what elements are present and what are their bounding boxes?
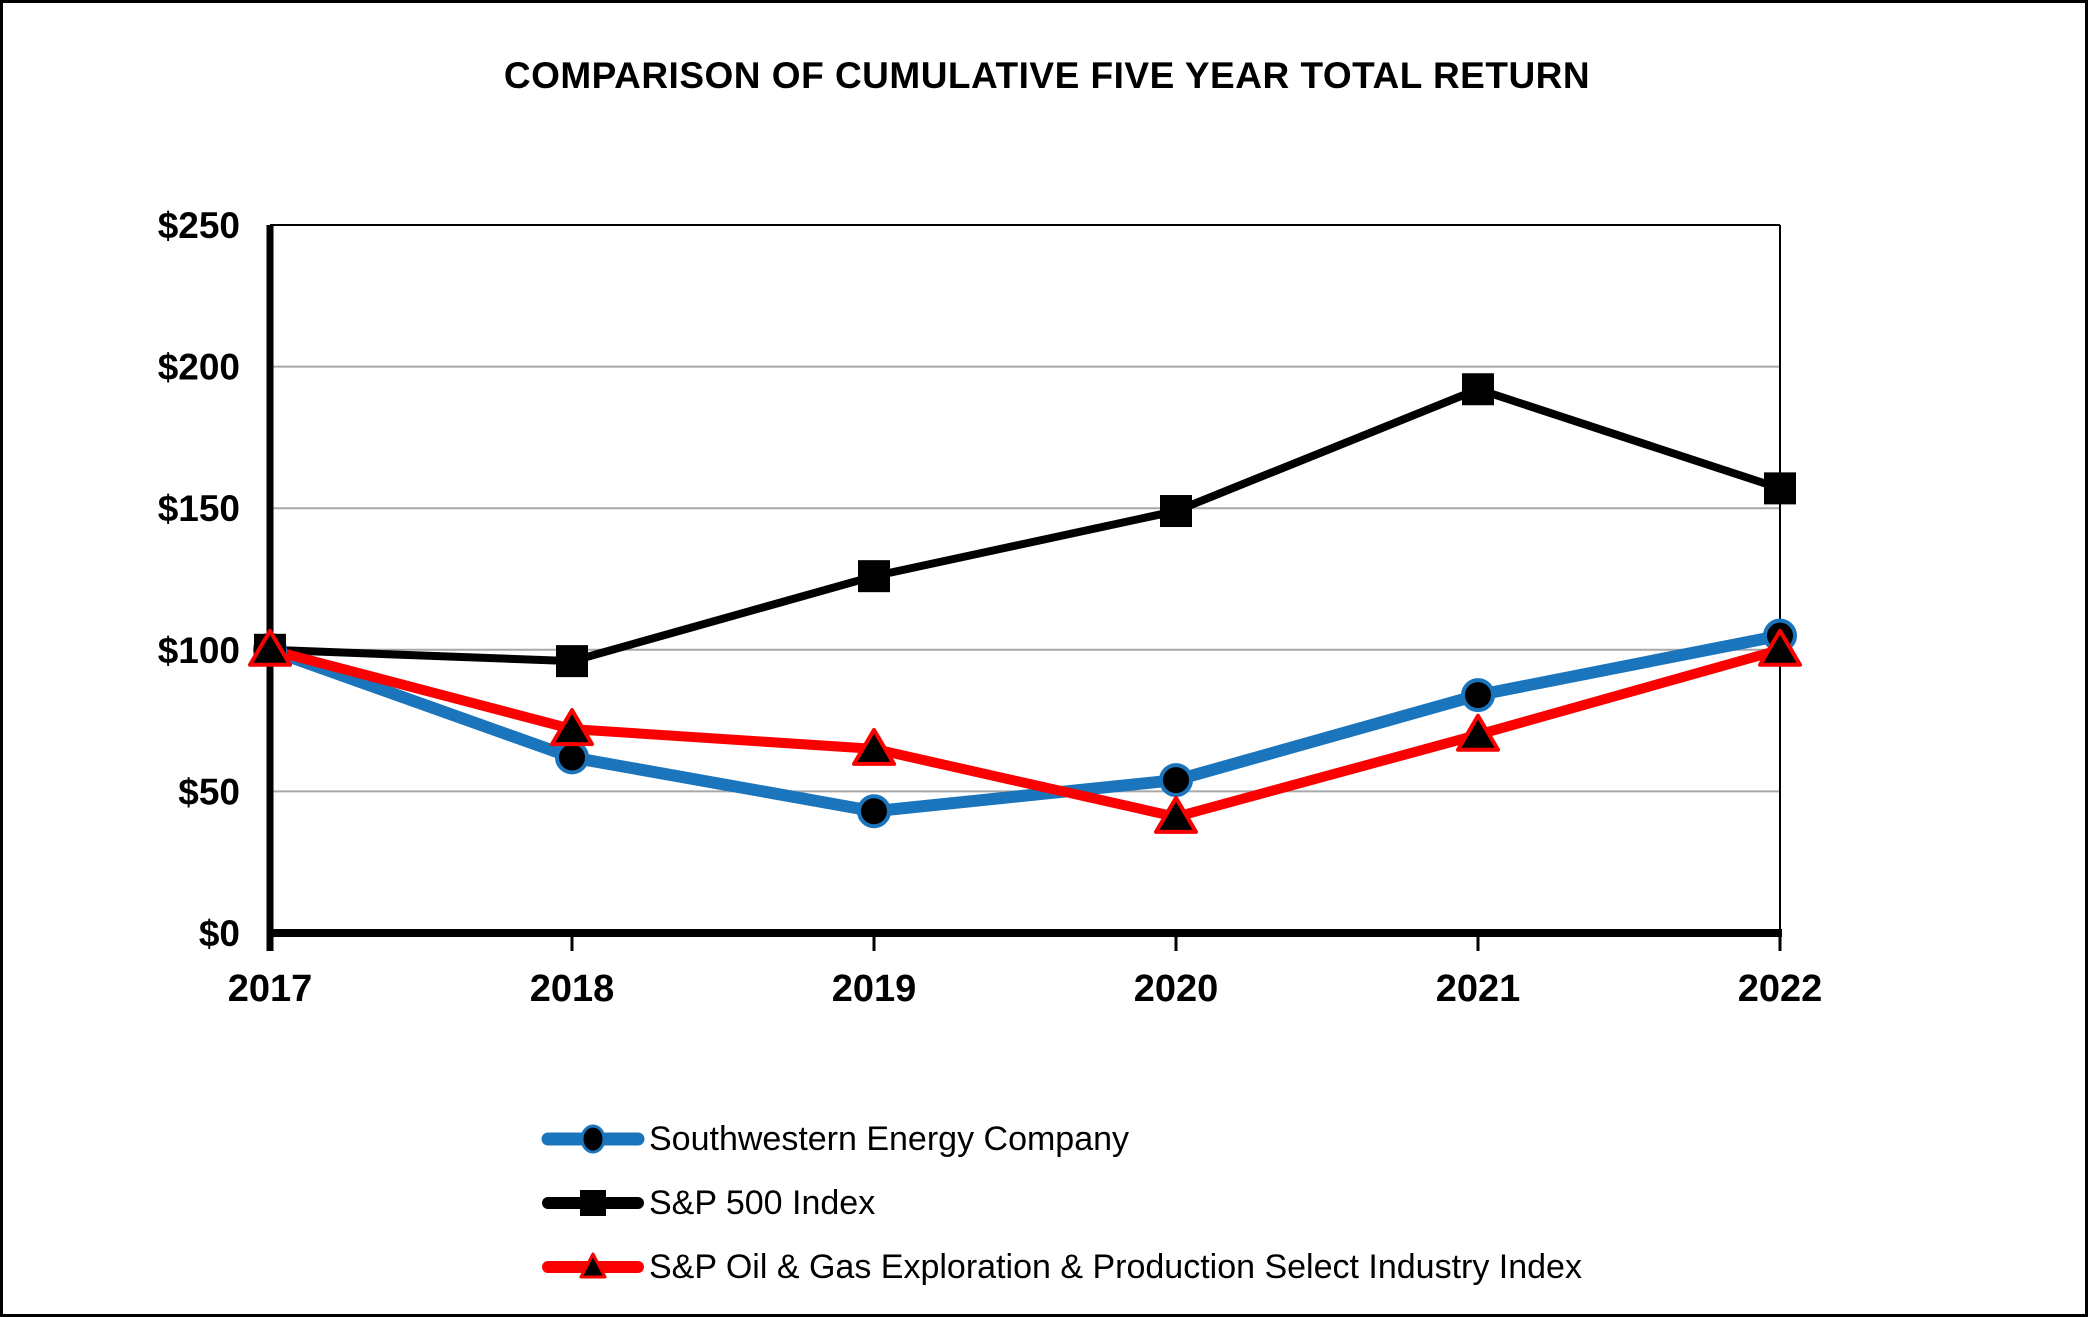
y-axis-label: $0 bbox=[199, 913, 240, 954]
x-axis-label: 2018 bbox=[530, 968, 615, 1010]
marker-circle bbox=[1159, 763, 1193, 798]
legend-swatch-square bbox=[542, 1190, 644, 1216]
marker-triangle bbox=[852, 727, 896, 766]
x-axis-label: 2020 bbox=[1134, 968, 1219, 1010]
marker-square bbox=[1160, 495, 1192, 528]
legend-swatch-triangle bbox=[542, 1252, 644, 1279]
marker-triangle bbox=[1456, 713, 1500, 752]
y-axis-label: $100 bbox=[158, 630, 240, 671]
marker-circle bbox=[555, 740, 589, 775]
x-axis-label: 2022 bbox=[1738, 968, 1823, 1010]
y-axis-label: $250 bbox=[158, 205, 240, 246]
plot-area: $0 $50 $100 $150 $200 $250 2017 2018 2019 2020 202… bbox=[158, 205, 1823, 1010]
legend-label-sp500: S&P 500 Index bbox=[649, 1183, 876, 1222]
marker-square bbox=[1462, 373, 1494, 406]
y-axis-label: $150 bbox=[158, 488, 240, 529]
legend-label-southwestern: Southwestern Energy Company bbox=[649, 1119, 1130, 1158]
y-axis-label: $50 bbox=[178, 771, 240, 812]
marker-square bbox=[556, 645, 588, 678]
legend-item-oil-gas: S&P Oil & Gas Exploration & Production S… bbox=[541, 1235, 1582, 1299]
marker-triangle bbox=[550, 708, 594, 747]
chart-title: COMPARISON OF CUMULATIVE FIVE YEAR TOTAL… bbox=[503, 55, 1591, 96]
marker-triangle bbox=[248, 628, 292, 667]
legend-label-oil-gas: S&P Oil & Gas Exploration & Production S… bbox=[649, 1247, 1582, 1286]
legend: Southwestern Energy Company S&P 500 Inde… bbox=[541, 1107, 1582, 1299]
marker-square bbox=[1764, 472, 1796, 505]
marker-circle bbox=[1461, 678, 1495, 713]
marker-triangle bbox=[1154, 795, 1198, 834]
series-line-2 bbox=[265, 644, 1785, 822]
marker-square bbox=[858, 560, 890, 593]
y-axis-label: $200 bbox=[158, 347, 240, 388]
series-line-1 bbox=[266, 385, 1784, 666]
x-axis-label: 2021 bbox=[1436, 968, 1521, 1010]
x-axis-label: 2017 bbox=[228, 968, 313, 1010]
legend-item-sp500: S&P 500 Index bbox=[541, 1171, 1582, 1235]
series-line-0 bbox=[264, 629, 1786, 818]
legend-swatch-circle bbox=[541, 1124, 645, 1154]
marker-triangle bbox=[1758, 628, 1802, 667]
legend-item-southwestern: Southwestern Energy Company bbox=[541, 1107, 1582, 1171]
x-axis-label: 2019 bbox=[832, 968, 917, 1010]
marker-circle bbox=[857, 794, 891, 829]
